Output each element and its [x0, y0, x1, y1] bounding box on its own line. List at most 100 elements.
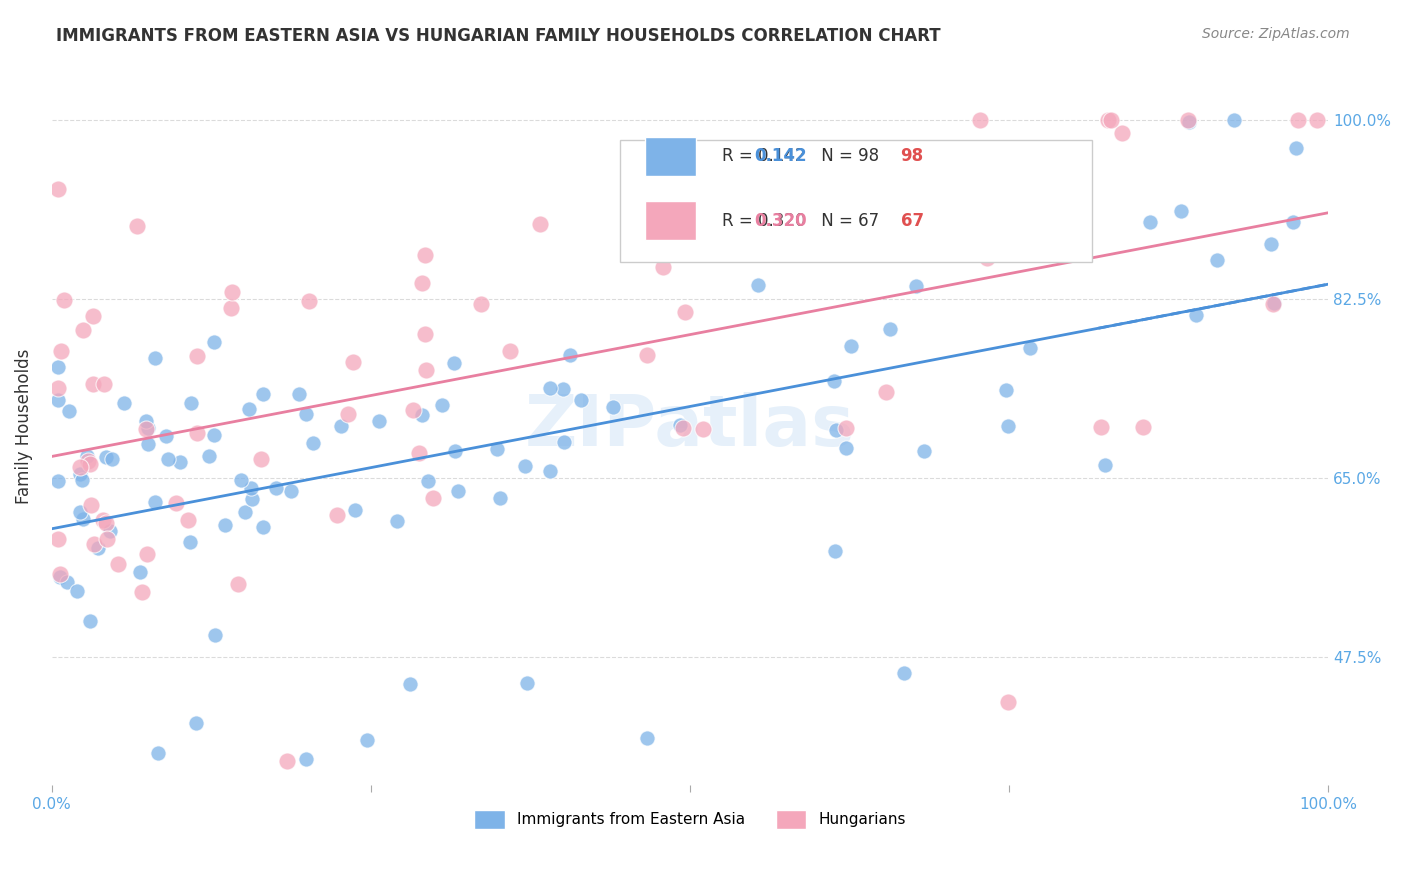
- Point: [470, 297, 492, 311]
- Point: [912, 443, 935, 458]
- Text: R = 0.142   N = 98: R = 0.142 N = 98: [721, 147, 879, 165]
- Point: [79, 457, 101, 471]
- Point: [107, 558, 129, 572]
- Point: [835, 421, 858, 435]
- Point: [976, 251, 998, 265]
- Point: [93, 376, 115, 391]
- Point: [823, 374, 845, 388]
- Point: [219, 301, 242, 315]
- Legend: Immigrants from Eastern Asia, Hungarians: Immigrants from Eastern Asia, Hungarians: [468, 804, 912, 835]
- Point: [46, 381, 69, 395]
- Point: [516, 676, 538, 690]
- Point: [513, 458, 536, 473]
- Point: [651, 260, 673, 274]
- Point: [636, 731, 658, 745]
- Point: [1285, 140, 1308, 154]
- Point: [538, 464, 561, 478]
- Point: [904, 279, 927, 293]
- Point: [202, 427, 225, 442]
- Point: [83, 537, 105, 551]
- Point: [136, 421, 159, 435]
- Point: [155, 429, 177, 443]
- FancyBboxPatch shape: [645, 136, 696, 176]
- Point: [184, 715, 207, 730]
- Point: [297, 293, 319, 308]
- Point: [444, 444, 467, 458]
- Point: [413, 326, 436, 341]
- Point: [134, 421, 156, 435]
- Point: [136, 547, 159, 561]
- Point: [893, 665, 915, 680]
- Point: [875, 385, 897, 400]
- Point: [344, 503, 367, 517]
- Point: [46, 475, 69, 489]
- Point: [302, 436, 325, 450]
- Point: [430, 398, 453, 412]
- Point: [177, 512, 200, 526]
- Point: [165, 495, 187, 509]
- Point: [1260, 236, 1282, 251]
- Point: [46, 392, 69, 407]
- Point: [112, 396, 135, 410]
- Point: [824, 424, 846, 438]
- Point: [1111, 126, 1133, 140]
- Point: [98, 524, 121, 538]
- Point: [399, 676, 422, 690]
- Point: [264, 481, 287, 495]
- Point: [969, 112, 991, 127]
- Point: [76, 449, 98, 463]
- Point: [72, 512, 94, 526]
- Point: [82, 376, 104, 391]
- Point: [221, 285, 243, 299]
- Point: [240, 491, 263, 506]
- Point: [408, 446, 430, 460]
- Point: [994, 383, 1017, 397]
- Point: [202, 335, 225, 350]
- Point: [233, 505, 256, 519]
- Point: [499, 344, 522, 359]
- Point: [143, 351, 166, 366]
- Point: [145, 495, 167, 509]
- Point: [1263, 295, 1285, 310]
- Point: [198, 449, 221, 463]
- Point: [186, 426, 208, 441]
- Point: [252, 520, 274, 534]
- Point: [673, 305, 696, 319]
- Point: [46, 181, 69, 195]
- Text: 0.142: 0.142: [754, 147, 807, 165]
- Point: [70, 474, 93, 488]
- Point: [692, 422, 714, 436]
- Point: [125, 219, 148, 233]
- Point: [668, 417, 690, 432]
- Point: [69, 467, 91, 481]
- Point: [204, 628, 226, 642]
- Point: [186, 349, 208, 363]
- Point: [53, 293, 76, 308]
- Point: [997, 695, 1019, 709]
- Point: [180, 396, 202, 410]
- Point: [336, 407, 359, 421]
- Point: [295, 407, 318, 421]
- Point: [49, 567, 72, 582]
- Point: [179, 535, 201, 549]
- Point: [1097, 112, 1119, 127]
- Point: [443, 356, 465, 370]
- Point: [326, 508, 349, 523]
- Point: [1282, 215, 1305, 229]
- Point: [76, 454, 98, 468]
- Point: [411, 408, 433, 422]
- Text: 0.320: 0.320: [754, 211, 807, 230]
- Point: [1286, 112, 1309, 127]
- Point: [69, 505, 91, 519]
- Point: [135, 414, 157, 428]
- Point: [131, 585, 153, 599]
- Point: [1261, 297, 1284, 311]
- Point: [839, 339, 862, 353]
- Point: [342, 355, 364, 369]
- Point: [553, 383, 575, 397]
- Point: [226, 577, 249, 591]
- Text: 67: 67: [901, 211, 924, 230]
- Point: [997, 419, 1019, 434]
- Point: [129, 565, 152, 579]
- Point: [1223, 112, 1246, 127]
